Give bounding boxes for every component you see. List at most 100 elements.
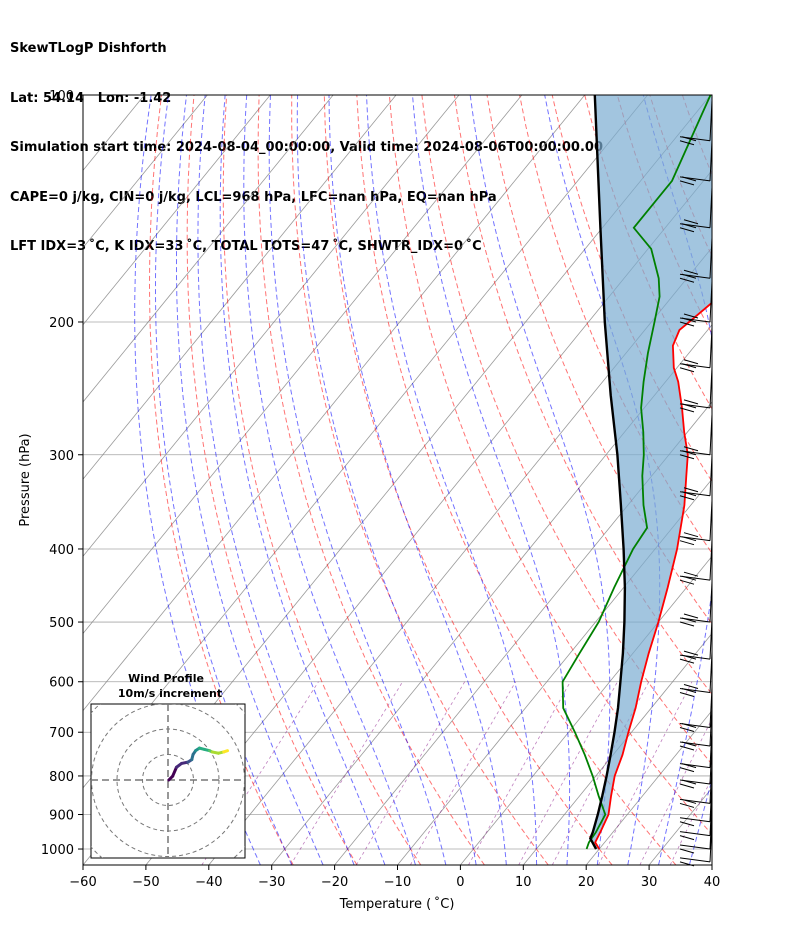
hodograph-title: Wind Profile (128, 672, 204, 685)
wind-barb-feather (679, 727, 695, 732)
x-tick-label: 20 (578, 875, 595, 890)
dry-adiabat (486, 95, 712, 625)
moist-adiabat (469, 95, 611, 865)
y-tick-label: 1000 (41, 843, 74, 858)
wind-barb (679, 727, 713, 773)
isotherm-line (397, 478, 712, 865)
mixing-ratio-line (355, 681, 466, 865)
wind-barb-feather (681, 223, 697, 229)
wind-barb-feather (681, 176, 697, 182)
wind-barb (679, 539, 713, 585)
wind-barb-feather (679, 140, 695, 146)
hodograph-trace (171, 765, 178, 778)
moist-adiabat (155, 95, 293, 865)
wind-barb-feather (681, 763, 697, 769)
wind-barb-feather (683, 571, 699, 577)
isotherm-line (83, 95, 334, 403)
x-tick-label: −40 (195, 875, 222, 890)
hodograph-subtitle: 10m/s increment (118, 687, 222, 700)
wind-barb-feather (679, 277, 695, 283)
moist-adiabat (219, 95, 386, 865)
moist-adiabat (176, 95, 324, 865)
wind-barb-feather (679, 621, 695, 627)
wind-barb-feather (683, 613, 699, 619)
dry-adiabat (748, 95, 794, 865)
wind-barb (679, 808, 713, 854)
wind-barb-feather (679, 745, 695, 751)
moist-adiabat (642, 95, 712, 865)
wind-barb-feather (679, 848, 695, 854)
wind-barb-feather (681, 654, 697, 660)
isotherm-line (83, 95, 208, 249)
wind-barb-staff (679, 857, 711, 863)
wind-barb-feather (681, 688, 697, 693)
isotherm-line (83, 95, 397, 480)
y-tick-label: 400 (49, 543, 74, 558)
dry-adiabat (186, 95, 358, 865)
wind-barb-staff (679, 844, 711, 850)
y-axis-label: Pressure (hPa) (18, 433, 33, 526)
wind-barb-feather (679, 454, 695, 460)
isotherm-line (711, 864, 712, 865)
title-line: Simulation start time: 2024-08-04_00:00:… (10, 140, 603, 155)
wind-barb-feather (679, 783, 695, 789)
x-tick-label: 40 (704, 875, 721, 890)
wind-barb-feather (681, 798, 697, 804)
dry-adiabat (257, 95, 485, 865)
x-tick-label: −20 (321, 875, 348, 890)
moist-adiabat (720, 95, 794, 865)
chart-title: SkewTLogP Dishforth Lat: 54.14 Lon: -1.4… (10, 8, 603, 272)
moist-adiabat (296, 95, 477, 865)
title-line: Lat: 54.14 Lon: -1.42 (10, 90, 172, 106)
wind-barb-feather (679, 227, 695, 233)
x-tick-label: −30 (258, 875, 285, 890)
x-tick-label: −50 (132, 875, 159, 890)
isotherm-line (460, 555, 712, 865)
moist-adiabat (328, 95, 507, 865)
dry-adiabat (222, 95, 422, 865)
isotherm-line (83, 95, 586, 712)
wind-barb-feather (679, 407, 695, 413)
x-tick-label: 30 (641, 875, 658, 890)
wind-barb-feather (679, 692, 695, 697)
title-line: LFT IDX=3 ˚C, K IDX=33 ˚C, TOTAL TOTS=47… (10, 239, 482, 254)
wind-barb-feather (683, 313, 699, 319)
wind-barb-feather (679, 180, 695, 186)
wind-barb-feather (683, 399, 699, 405)
x-tick-label: −60 (69, 875, 96, 890)
wind-barb-feather (681, 575, 697, 581)
cin-shaded-area (590, 95, 712, 849)
isotherm-line (208, 246, 712, 865)
x-tick-label: 0 (456, 875, 464, 890)
isotherm-line (83, 95, 523, 635)
y-tick-label: 500 (49, 616, 74, 631)
y-tick-label: 600 (49, 676, 74, 691)
wind-barb-feather (681, 317, 697, 323)
wind-barb-feather (679, 367, 695, 373)
wind-barb-feather (681, 403, 697, 409)
moist-adiabat (197, 95, 355, 865)
isotherm-line (83, 95, 271, 326)
hodograph-trace (222, 749, 229, 754)
moist-adiabat (268, 95, 447, 865)
isotherm-line (585, 710, 712, 865)
wind-barb-feather (683, 532, 699, 538)
wind-barb (679, 455, 713, 501)
y-tick-label: 300 (49, 449, 74, 464)
dry-adiabat (454, 95, 712, 696)
y-tick-label: 800 (49, 770, 74, 785)
x-tick-label: 10 (515, 875, 532, 890)
wind-barb-feather (683, 269, 699, 275)
mixing-ratio-line (290, 681, 403, 865)
title-line: SkewTLogP Dishforth (10, 41, 167, 56)
wind-barb-feather (681, 741, 697, 747)
dry-adiabat (388, 95, 712, 836)
wind-barb-feather (681, 617, 697, 623)
wind-barb (679, 367, 713, 413)
wind-barb-feather (683, 446, 699, 452)
wind-barb-feather (681, 491, 697, 497)
wind-barb-feather (683, 359, 699, 365)
moist-adiabat (412, 95, 571, 865)
wind-barb-feather (679, 495, 695, 501)
